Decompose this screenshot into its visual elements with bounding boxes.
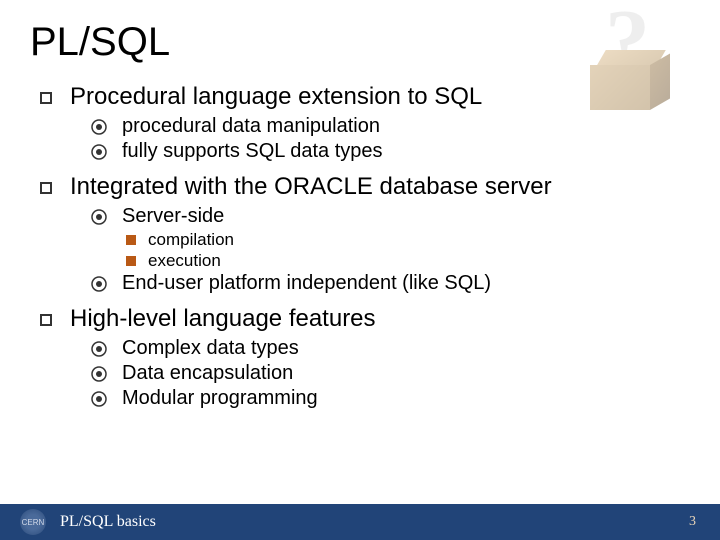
background-decoration: ? — [550, 0, 700, 130]
list-item: Modular programming — [90, 387, 690, 410]
list-item: Server-side — [90, 205, 690, 228]
page-number: 3 — [689, 514, 696, 530]
l2-text: Server-side — [122, 205, 224, 228]
cern-logo-icon: CERN — [20, 509, 46, 535]
l2-text: Modular programming — [122, 387, 318, 410]
list-item: execution — [126, 251, 690, 271]
list-item: High-level language features — [40, 305, 690, 333]
list-item: Data encapsulation — [90, 362, 690, 385]
target-bullet-icon — [90, 208, 108, 226]
list-item: Complex data types — [90, 337, 690, 360]
square-bullet-icon — [40, 92, 52, 104]
l2-text: Data encapsulation — [122, 362, 293, 385]
l1-text: Procedural language extension to SQL — [70, 83, 482, 111]
filled-square-bullet-icon — [126, 256, 136, 266]
target-bullet-icon — [90, 340, 108, 358]
target-bullet-icon — [90, 390, 108, 408]
l2-text: fully supports SQL data types — [122, 140, 383, 163]
slide-content: Procedural language extension to SQL pro… — [30, 83, 690, 410]
list-item: fully supports SQL data types — [90, 140, 690, 163]
slide: ? PL/SQL Procedural language extension t… — [0, 0, 720, 540]
sublist: Server-side compilation execution End-us… — [90, 205, 690, 295]
slide-footer: CERN PL/SQL basics 3 — [0, 504, 720, 540]
filled-square-bullet-icon — [126, 235, 136, 245]
l3-text: compilation — [148, 230, 234, 250]
sublist: Complex data types Data encapsulation Mo… — [90, 337, 690, 410]
target-bullet-icon — [90, 118, 108, 136]
l1-text: High-level language features — [70, 305, 376, 333]
l2-text: Complex data types — [122, 337, 299, 360]
list-item: Integrated with the ORACLE database serv… — [40, 173, 690, 201]
target-bullet-icon — [90, 365, 108, 383]
target-bullet-icon — [90, 143, 108, 161]
l3-text: execution — [148, 251, 221, 271]
l2-text: End-user platform independent (like SQL) — [122, 272, 491, 295]
sub-sublist: compilation execution — [126, 230, 690, 271]
list-item: compilation — [126, 230, 690, 250]
list-item: End-user platform independent (like SQL) — [90, 272, 690, 295]
target-bullet-icon — [90, 275, 108, 293]
square-bullet-icon — [40, 182, 52, 194]
l1-text: Integrated with the ORACLE database serv… — [70, 173, 552, 201]
square-bullet-icon — [40, 314, 52, 326]
footer-title: PL/SQL basics — [60, 513, 156, 531]
box-icon — [590, 50, 670, 110]
l2-text: procedural data manipulation — [122, 115, 380, 138]
